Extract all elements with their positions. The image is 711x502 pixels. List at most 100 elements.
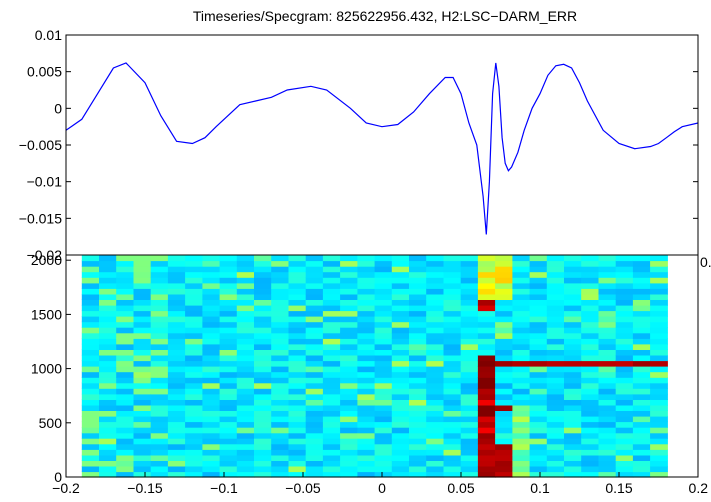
spectrogram-cell — [581, 282, 599, 289]
spectrogram-cell — [598, 382, 617, 389]
spectrogram-cell — [150, 366, 169, 373]
spectrogram-cell — [271, 454, 289, 461]
spectrogram-cell — [426, 354, 444, 362]
spectrogram-cell — [202, 343, 221, 350]
spectrogram-cell — [581, 393, 599, 400]
spectrogram-cell — [116, 277, 134, 284]
spectrogram-cell — [546, 432, 565, 439]
spectrogram-cell — [564, 288, 582, 295]
spectrogram-cell — [495, 382, 513, 389]
spectrogram-cell — [340, 260, 358, 267]
spectrogram-cell — [598, 366, 617, 373]
spectrogram-cell — [357, 432, 376, 439]
spectrogram-cell — [357, 443, 376, 450]
spectrogram-cell — [426, 332, 444, 339]
spectrogram-cell — [426, 454, 444, 461]
spectrogram-cell — [581, 377, 599, 384]
spectrogram-cell — [81, 255, 100, 262]
spectrogram-cell — [443, 293, 462, 300]
spectrogram-cell — [529, 349, 548, 356]
spectrogram-cell — [288, 255, 307, 262]
spectrogram-cell — [99, 288, 117, 295]
spectrogram-cell — [322, 421, 341, 428]
spectrogram-cell — [305, 332, 324, 339]
spectrogram-cell — [99, 393, 117, 400]
spectrogram-cell — [167, 354, 186, 362]
spectrogram-cell — [322, 349, 341, 356]
spectrogram-cell — [650, 288, 668, 295]
spectrogram-cell — [477, 255, 496, 262]
spectrogram-cell — [477, 299, 496, 306]
spectrogram-cell — [477, 465, 496, 473]
spectrogram-cell — [615, 438, 634, 445]
spectrogram-cell — [564, 304, 582, 312]
spectrogram-cell — [529, 366, 548, 373]
spectrogram-cell — [288, 454, 307, 461]
spectrogram-cell — [529, 343, 548, 350]
spectrogram-cell — [443, 360, 462, 367]
spectrogram-cell — [443, 327, 462, 334]
spectrogram-cell — [495, 360, 513, 367]
spectrogram-cell — [99, 316, 117, 323]
spectrogram-cell — [495, 377, 513, 384]
spectrogram-cell — [150, 327, 169, 334]
spectrogram-cell — [81, 443, 100, 450]
spectrogram-cell — [202, 371, 221, 378]
spectrogram-cell — [185, 310, 203, 317]
spectrogram-cell — [546, 338, 565, 345]
spectrogram-x-tick-label: 0.1 — [530, 480, 550, 496]
spectrogram-cell — [219, 304, 238, 312]
spectrogram-cell — [632, 327, 651, 334]
spectrogram-cell — [340, 449, 358, 456]
spectrogram-cell — [615, 427, 634, 434]
spectrogram-cell — [426, 443, 444, 450]
spectrogram-cell — [322, 366, 341, 373]
spectrogram-cell — [236, 271, 255, 278]
spectrogram-cell — [426, 338, 444, 345]
spectrogram-cell — [81, 327, 100, 334]
spectrogram-cell — [650, 332, 668, 339]
spectrogram-cell — [650, 299, 668, 306]
spectrogram-cell — [116, 332, 134, 339]
spectrogram-cell — [99, 377, 117, 384]
spectrogram-cell — [236, 310, 255, 317]
spectrogram-cell — [374, 377, 393, 384]
spectrogram-cell — [546, 282, 565, 289]
spectrogram-cell — [340, 304, 358, 312]
spectrogram-cell — [81, 465, 100, 473]
spectrogram-cell — [271, 354, 289, 362]
spectrogram-cell — [219, 271, 238, 278]
spectrogram-cell — [460, 438, 479, 445]
spectrogram-cell — [409, 316, 427, 323]
spectrogram-cell — [529, 282, 548, 289]
spectrogram-cell — [615, 471, 634, 478]
spectrogram-cell — [460, 266, 479, 273]
spectrogram-cell — [426, 282, 444, 289]
spectrogram-cell — [374, 421, 393, 428]
spectrogram-cell — [615, 327, 634, 334]
spectrogram-cell — [409, 382, 427, 389]
spectrogram-cell — [322, 321, 341, 328]
spectrogram-cell — [391, 404, 410, 411]
spectrogram-cell — [409, 449, 427, 456]
spectrogram-cell — [632, 349, 651, 356]
spectrogram-cell — [495, 410, 513, 417]
spectrogram-cell — [615, 271, 634, 278]
spectrogram-cell — [322, 288, 341, 295]
spectrogram-cell — [236, 404, 255, 411]
spectrogram-cell — [495, 438, 513, 445]
spectrogram-cell — [81, 288, 100, 295]
spectrogram-cell — [426, 327, 444, 334]
spectrogram-cell — [512, 338, 531, 345]
spectrogram-cell — [546, 310, 565, 317]
spectrogram-cell — [133, 432, 152, 439]
spectrogram-cell — [133, 471, 152, 478]
spectrogram-cell — [340, 321, 358, 328]
spectrogram-cell — [305, 310, 324, 317]
spectrogram-cell — [374, 454, 393, 461]
spectrogram-cell — [99, 449, 117, 456]
spectrogram-cell — [254, 410, 272, 417]
spectrogram-cell — [133, 388, 152, 395]
spectrogram-cell — [219, 421, 238, 428]
spectrogram-cell — [460, 277, 479, 284]
